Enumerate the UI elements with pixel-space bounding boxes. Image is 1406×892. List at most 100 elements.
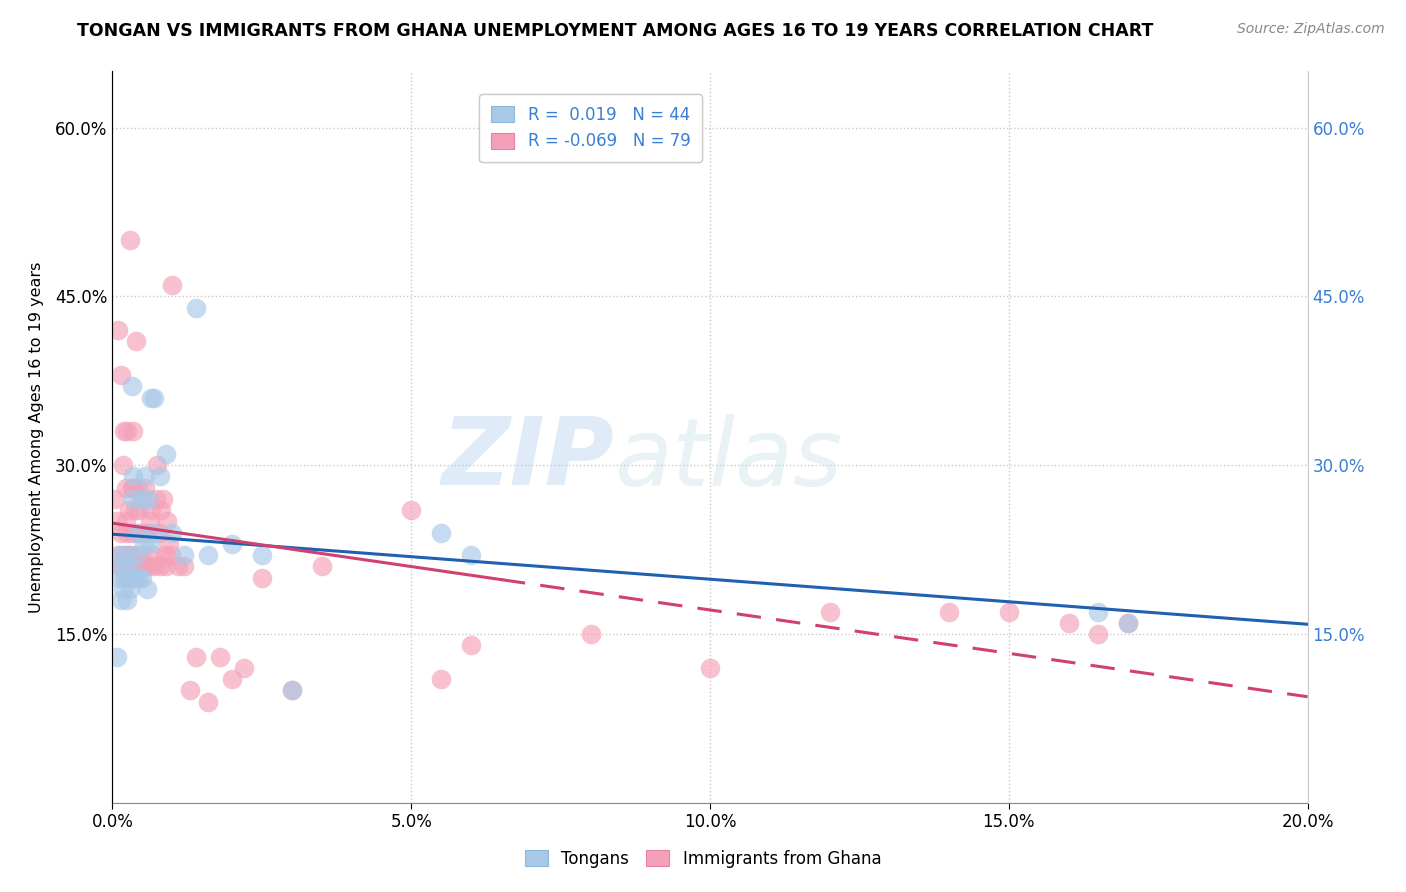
Point xyxy=(131,571,153,585)
Point xyxy=(124,503,146,517)
Point xyxy=(579,627,602,641)
Point xyxy=(1087,627,1109,641)
Point xyxy=(146,458,169,473)
Point xyxy=(134,469,156,483)
Point xyxy=(938,605,960,619)
Point xyxy=(141,391,163,405)
Point xyxy=(108,559,131,574)
Point xyxy=(122,425,145,439)
Point xyxy=(105,515,128,529)
Point xyxy=(110,368,132,383)
Point xyxy=(143,559,166,574)
Point xyxy=(430,525,453,540)
Point xyxy=(121,379,143,393)
Point xyxy=(122,481,145,495)
Point xyxy=(150,503,173,517)
Point xyxy=(460,548,482,562)
Point xyxy=(122,491,145,506)
Point xyxy=(117,525,139,540)
Text: TONGAN VS IMMIGRANTS FROM GHANA UNEMPLOYMENT AMONG AGES 16 TO 19 YEARS CORRELATI: TONGAN VS IMMIGRANTS FROM GHANA UNEMPLOY… xyxy=(77,22,1154,40)
Point xyxy=(114,425,135,439)
Point xyxy=(460,638,482,652)
Point xyxy=(121,525,143,540)
Point xyxy=(120,548,142,562)
Point xyxy=(129,548,152,562)
Point xyxy=(107,323,129,337)
Point xyxy=(155,447,177,461)
Point xyxy=(148,525,170,540)
Text: Source: ZipAtlas.com: Source: ZipAtlas.com xyxy=(1237,22,1385,37)
Point xyxy=(110,559,132,574)
Point xyxy=(142,548,165,562)
Point xyxy=(152,491,174,506)
Point xyxy=(138,515,160,529)
Point xyxy=(136,582,159,596)
Point xyxy=(120,233,142,247)
Point xyxy=(209,649,232,664)
Point xyxy=(281,683,304,698)
Point xyxy=(110,593,132,607)
Point xyxy=(186,649,208,664)
Point xyxy=(167,559,190,574)
Point xyxy=(118,548,141,562)
Point xyxy=(114,515,136,529)
Point xyxy=(162,278,183,293)
Point xyxy=(128,559,150,574)
Point xyxy=(105,649,128,664)
Point xyxy=(149,559,172,574)
Point xyxy=(112,458,135,473)
Point xyxy=(430,672,453,686)
Point xyxy=(107,548,129,562)
Point xyxy=(110,525,132,540)
Point xyxy=(125,334,148,349)
Point xyxy=(197,694,219,708)
Point xyxy=(131,491,153,506)
Point xyxy=(134,559,156,574)
Point xyxy=(107,571,129,585)
Point xyxy=(122,571,145,585)
Point xyxy=(143,391,166,405)
Point xyxy=(160,548,183,562)
Point xyxy=(138,559,160,574)
Point xyxy=(155,559,177,574)
Point xyxy=(250,548,273,562)
Point xyxy=(114,571,135,585)
Point xyxy=(1087,605,1109,619)
Point xyxy=(250,571,273,585)
Point xyxy=(117,571,139,585)
Point xyxy=(1118,615,1140,630)
Point xyxy=(121,481,143,495)
Point xyxy=(117,593,139,607)
Point xyxy=(818,605,841,619)
Point xyxy=(136,525,159,540)
Point xyxy=(233,661,256,675)
Point xyxy=(311,559,333,574)
Point xyxy=(153,548,176,562)
Point xyxy=(138,537,160,551)
Point xyxy=(131,559,153,574)
Point xyxy=(138,491,160,506)
Point xyxy=(125,548,148,562)
Point xyxy=(114,548,135,562)
Point xyxy=(281,683,304,698)
Point xyxy=(114,548,136,562)
Point xyxy=(401,503,423,517)
Legend: Tongans, Immigrants from Ghana: Tongans, Immigrants from Ghana xyxy=(517,844,889,875)
Point xyxy=(118,559,141,574)
Point xyxy=(127,481,149,495)
Point xyxy=(132,537,155,551)
Point xyxy=(128,503,150,517)
Point xyxy=(104,491,127,506)
Point xyxy=(1118,615,1140,630)
Point xyxy=(156,515,179,529)
Point xyxy=(117,425,139,439)
Point xyxy=(179,683,201,698)
Text: ZIP: ZIP xyxy=(441,413,614,505)
Point xyxy=(125,571,148,585)
Point xyxy=(142,525,165,540)
Point xyxy=(699,661,721,675)
Point xyxy=(221,537,243,551)
Point xyxy=(112,559,135,574)
Point xyxy=(186,301,208,315)
Point xyxy=(221,672,243,686)
